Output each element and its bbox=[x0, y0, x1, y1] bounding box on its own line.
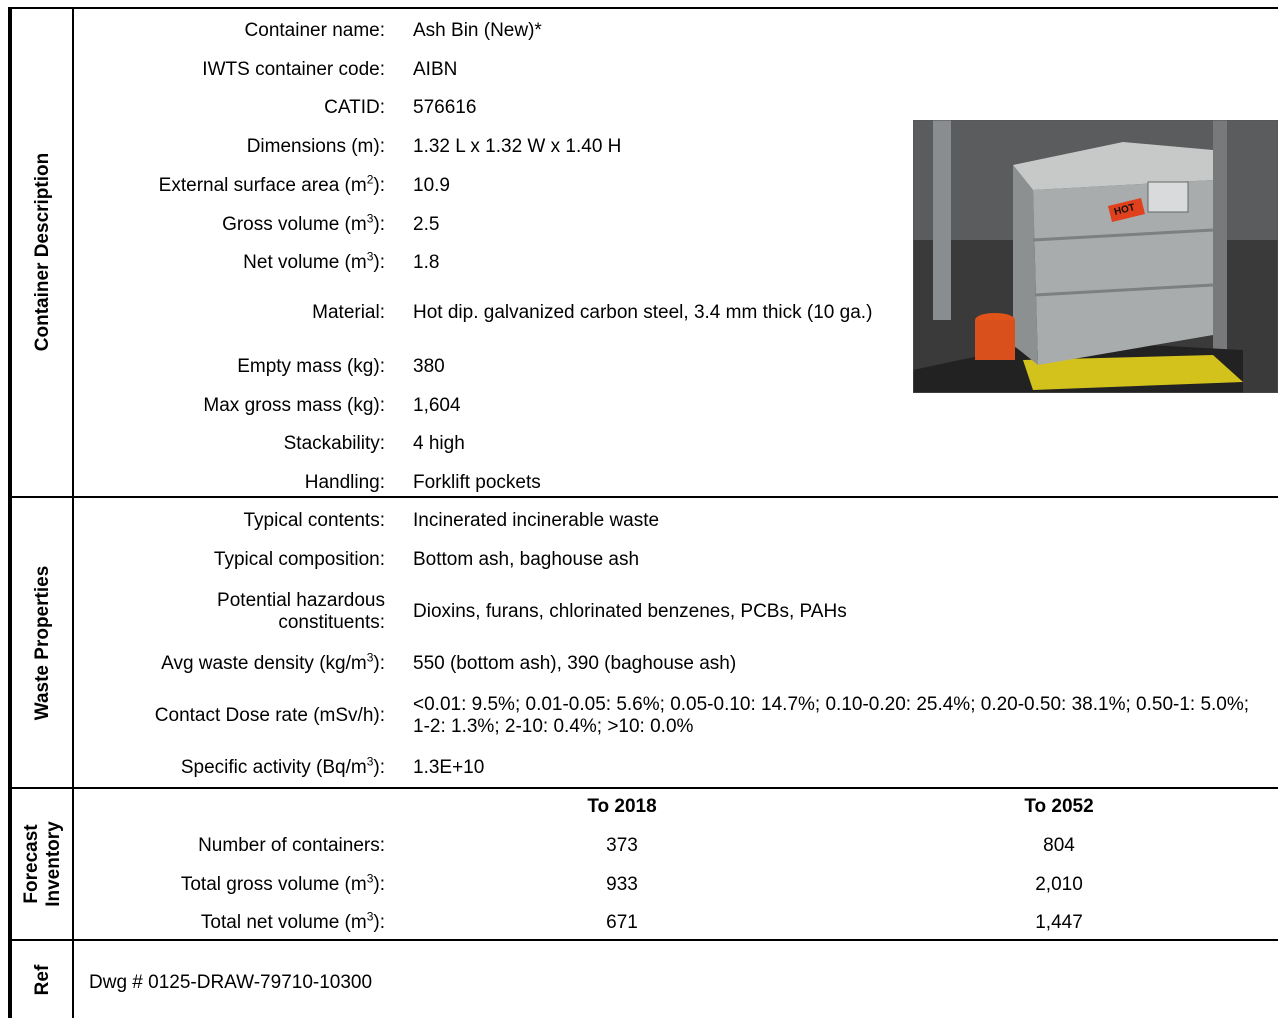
field-label: Gross volume (m3): bbox=[222, 211, 385, 236]
field-value: 380 bbox=[413, 356, 445, 377]
field-value: Bottom ash, baghouse ash bbox=[413, 549, 640, 570]
field-value: Incinerated incinerable waste bbox=[413, 510, 660, 531]
field-value: 4 high bbox=[413, 433, 465, 454]
label-part: Total net volume (m bbox=[200, 912, 367, 933]
forecast-value: 933 bbox=[606, 874, 638, 895]
forecast-value: 373 bbox=[606, 835, 638, 856]
section-divider bbox=[8, 496, 1278, 498]
field-value: 2.5 bbox=[413, 214, 440, 235]
superscript: 3 bbox=[366, 211, 374, 226]
field-value: 10.9 bbox=[413, 175, 450, 196]
field-value: 1,604 bbox=[413, 395, 461, 416]
section-title: Inventory bbox=[43, 821, 64, 907]
label-part: ): bbox=[373, 757, 385, 778]
field-label: CATID: bbox=[324, 97, 385, 118]
field-label: Material: bbox=[312, 302, 385, 323]
field-label: Dimensions (m): bbox=[246, 136, 385, 157]
field-label: Typical contents: bbox=[243, 510, 385, 531]
label-part: Gross volume (m bbox=[222, 214, 367, 235]
field-label: Handling: bbox=[304, 472, 385, 493]
field-value: Hot dip. galvanized carbon steel, 3.4 mm… bbox=[413, 302, 873, 323]
container-photo: HOT bbox=[913, 120, 1278, 393]
top-border bbox=[8, 7, 1278, 9]
field-value: 576616 bbox=[413, 97, 477, 118]
superscript: 3 bbox=[366, 650, 374, 665]
forecast-value: 804 bbox=[1043, 835, 1075, 856]
superscript: 3 bbox=[366, 909, 374, 924]
label-part: ): bbox=[373, 912, 385, 933]
superscript: 3 bbox=[366, 249, 374, 264]
field-value: 1.8 bbox=[413, 252, 440, 273]
section-title: Container Description bbox=[32, 152, 53, 352]
field-label: Specific activity (Bq/m3): bbox=[180, 754, 385, 779]
label-part: Avg waste density (kg/m bbox=[161, 653, 367, 674]
field-label: Contact Dose rate (mSv/h): bbox=[154, 705, 385, 726]
column-header: To 2018 bbox=[587, 796, 657, 817]
field-label: Potential hazardous constituents: bbox=[217, 590, 385, 633]
section-title: Forecast bbox=[21, 824, 42, 904]
section-divider bbox=[8, 787, 1278, 789]
forecast-value: 1,447 bbox=[1035, 912, 1083, 933]
field-label: Max gross mass (kg): bbox=[203, 395, 385, 416]
section-title: Ref bbox=[32, 964, 53, 996]
label-part: Total gross volume (m bbox=[180, 874, 367, 895]
label-part: Specific activity (Bq/m bbox=[180, 757, 367, 778]
field-value: Forklift pockets bbox=[413, 472, 541, 493]
forecast-value: 671 bbox=[606, 912, 638, 933]
label-part: ): bbox=[373, 653, 385, 674]
section-divider bbox=[8, 939, 1278, 941]
reference-text: Dwg # 0125-DRAW-79710-10300 bbox=[89, 972, 373, 993]
label-part: ): bbox=[373, 214, 385, 235]
field-label: Number of containers: bbox=[198, 835, 385, 856]
field-label: Total net volume (m3): bbox=[200, 909, 385, 934]
superscript: 3 bbox=[366, 754, 374, 769]
field-label: Stackability: bbox=[283, 433, 385, 454]
label-part: ): bbox=[373, 252, 385, 273]
photo-sign: HOT bbox=[1113, 202, 1136, 218]
superscript: 2 bbox=[366, 172, 374, 187]
field-value: Ash Bin (New)* bbox=[413, 20, 542, 41]
column-divider bbox=[72, 7, 74, 1018]
field-label: Net volume (m3): bbox=[243, 249, 385, 274]
field-label: External surface area (m2): bbox=[158, 172, 385, 197]
field-label: IWTS container code: bbox=[202, 59, 385, 80]
label-part: ): bbox=[373, 175, 385, 196]
field-value: 1.3E+10 bbox=[413, 757, 485, 778]
field-value: <0.01: 9.5%; 0.01-0.05: 5.6%; 0.05-0.10:… bbox=[413, 694, 1250, 737]
field-value: Dioxins, furans, chlorinated benzenes, P… bbox=[413, 601, 847, 622]
field-label: Empty mass (kg): bbox=[237, 356, 385, 377]
left-border bbox=[8, 7, 12, 1018]
field-label: Avg waste density (kg/m3): bbox=[161, 650, 385, 675]
field-label: Total gross volume (m3): bbox=[180, 871, 385, 896]
superscript: 3 bbox=[366, 871, 374, 886]
field-value: 1.32 L x 1.32 W x 1.40 H bbox=[413, 136, 622, 157]
field-value: 550 (bottom ash), 390 (baghouse ash) bbox=[413, 653, 737, 674]
forecast-value: 2,010 bbox=[1035, 874, 1083, 895]
column-header: To 2052 bbox=[1024, 796, 1094, 817]
label-part: ): bbox=[373, 874, 385, 895]
field-label: Typical composition: bbox=[213, 549, 385, 570]
label-part: External surface area (m bbox=[158, 175, 367, 196]
label-part: Net volume (m bbox=[243, 252, 367, 273]
section-title: Waste Properties bbox=[32, 565, 53, 721]
field-value: AIBN bbox=[413, 59, 458, 80]
field-label: Container name: bbox=[244, 20, 385, 41]
